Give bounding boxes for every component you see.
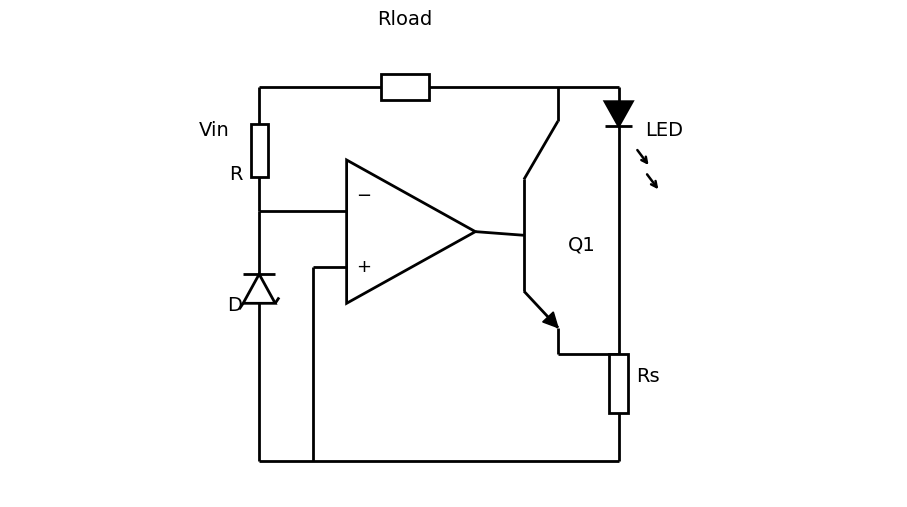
- Text: +: +: [356, 259, 371, 276]
- Text: LED: LED: [646, 121, 683, 140]
- Polygon shape: [243, 274, 275, 303]
- Text: Q1: Q1: [568, 235, 595, 255]
- Text: D: D: [228, 296, 242, 315]
- Bar: [381, 74, 429, 100]
- Text: Rload: Rload: [377, 10, 433, 29]
- Text: Vin: Vin: [200, 121, 230, 140]
- Bar: [250, 124, 268, 177]
- Bar: [609, 354, 629, 413]
- Text: −: −: [356, 187, 371, 205]
- Polygon shape: [542, 312, 558, 328]
- Text: R: R: [229, 165, 242, 184]
- Polygon shape: [605, 102, 632, 126]
- Polygon shape: [346, 160, 475, 303]
- Text: Rs: Rs: [636, 367, 659, 386]
